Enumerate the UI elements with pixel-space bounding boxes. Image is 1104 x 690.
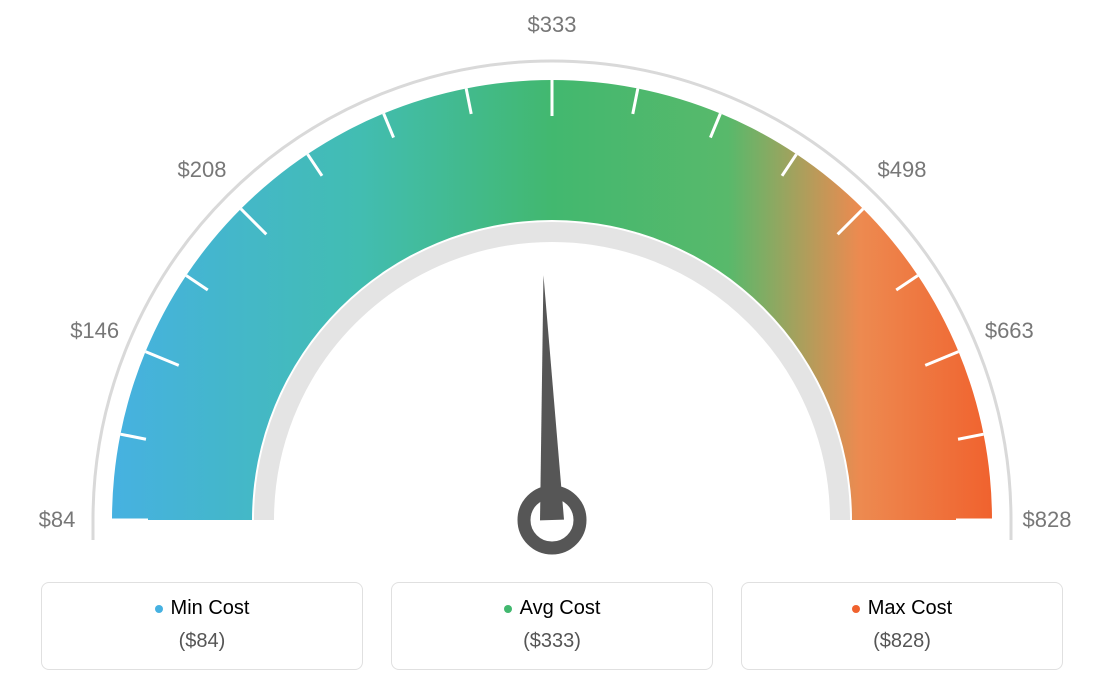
legend-value-avg: ($333) <box>402 630 702 653</box>
tick-label: $333 <box>528 12 577 38</box>
legend-card-avg: Avg Cost ($333) <box>391 582 713 670</box>
tick-label: $146 <box>70 318 119 344</box>
legend-value-max: ($828) <box>752 630 1052 653</box>
cost-gauge-chart: $84 $146 $208 $333 $498 $663 $828 Min Cost ($8… <box>0 0 1104 690</box>
legend-title-max: Max Cost <box>852 597 952 620</box>
legend-dot-avg <box>504 605 512 613</box>
tick-label: $208 <box>177 157 226 183</box>
legend-card-max: Max Cost ($828) <box>741 582 1063 670</box>
legend-title-avg: Avg Cost <box>504 597 601 620</box>
legend-title-min: Min Cost <box>155 597 250 620</box>
gauge-svg <box>0 0 1104 565</box>
legend-label-avg: Avg Cost <box>520 597 601 620</box>
legend-value-min: ($84) <box>52 630 352 653</box>
legend-label-min: Min Cost <box>171 597 250 620</box>
legend-dot-min <box>155 605 163 613</box>
tick-label: $84 <box>39 507 76 533</box>
legend-card-min: Min Cost ($84) <box>41 582 363 670</box>
legend-label-max: Max Cost <box>868 597 952 620</box>
legend-row: Min Cost ($84) Avg Cost ($333) Max Cost … <box>0 582 1104 670</box>
tick-label: $663 <box>985 318 1034 344</box>
tick-label: $828 <box>1023 507 1072 533</box>
legend-dot-max <box>852 605 860 613</box>
tick-label: $498 <box>878 157 927 183</box>
